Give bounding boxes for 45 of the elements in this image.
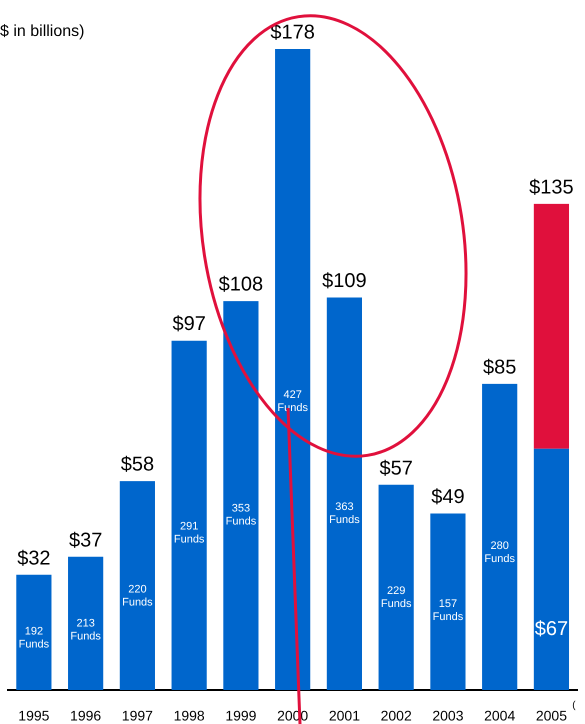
annotation: 220 Funds xyxy=(122,584,154,609)
x-tick-label: 2003 xyxy=(432,707,464,724)
annotation: 157 Funds xyxy=(432,598,464,624)
x-tick-label: 2001 xyxy=(328,707,360,724)
x-tick-label: 2005 xyxy=(536,707,568,724)
data-label: $49 xyxy=(431,486,465,508)
bar xyxy=(482,384,518,690)
total-label: $135 xyxy=(529,176,574,198)
x-tick-label: 1996 xyxy=(70,707,102,724)
text: ( xyxy=(572,700,576,711)
data-label: $108 xyxy=(218,274,264,296)
annotation: 363 Funds xyxy=(329,500,360,526)
bar xyxy=(16,574,52,690)
data-label: $58 xyxy=(120,454,154,476)
bar xyxy=(378,484,414,690)
x-tick-label: 2004 xyxy=(484,707,516,724)
x-tick-label: 1995 xyxy=(18,707,50,724)
bar xyxy=(120,481,155,690)
data-label: $178 xyxy=(270,22,315,44)
annotation: 213 Funds xyxy=(70,618,102,643)
data-label: $37 xyxy=(68,529,102,552)
bar xyxy=(430,514,466,690)
bar xyxy=(275,49,310,690)
x-tick-label: 2002 xyxy=(380,707,412,724)
bar xyxy=(223,301,258,690)
bar xyxy=(172,340,207,690)
x-tick-label: 1997 xyxy=(122,707,154,724)
data-label: $85 xyxy=(482,356,516,378)
bar xyxy=(68,556,104,690)
annotation: 353 Funds xyxy=(226,502,257,528)
annotation: 229 Funds xyxy=(380,585,412,610)
data-label: $57 xyxy=(379,457,413,480)
x-tick-label: 1998 xyxy=(174,707,205,724)
data-label: $97 xyxy=(172,313,206,336)
bar xyxy=(534,448,570,690)
data-label: $32 xyxy=(17,547,51,570)
x-tick-label: 1999 xyxy=(225,707,257,724)
data-label: $109 xyxy=(322,270,367,292)
chart-title: $ in billions) xyxy=(0,23,84,40)
annotation: 192 Funds xyxy=(18,626,50,651)
data-label: $67 xyxy=(534,618,568,640)
bar xyxy=(534,204,570,449)
bar xyxy=(326,297,362,690)
annotation: 291 Funds xyxy=(174,520,205,546)
annotation: 280 Funds xyxy=(484,540,516,565)
